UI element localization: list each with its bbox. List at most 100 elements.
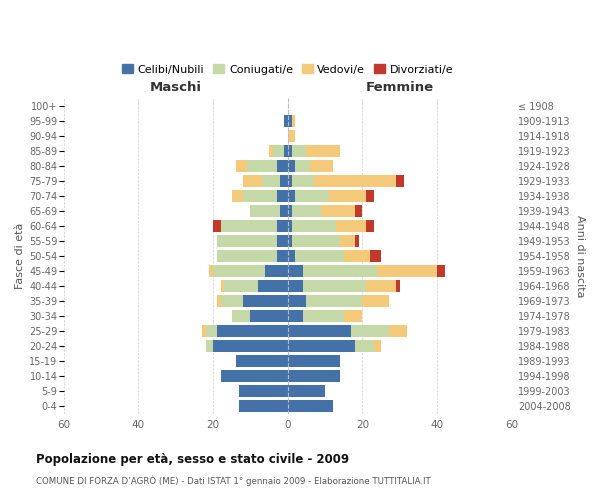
Bar	[292, 175, 314, 187]
Bar	[206, 340, 213, 352]
Bar	[355, 205, 362, 217]
Bar	[232, 190, 243, 202]
Text: Maschi: Maschi	[150, 81, 202, 94]
Bar	[307, 145, 340, 157]
Bar	[288, 356, 340, 367]
Bar	[288, 130, 295, 142]
Bar	[213, 265, 265, 277]
Bar	[366, 280, 396, 292]
Bar	[284, 115, 288, 126]
Bar	[337, 220, 366, 232]
Legend: Celibi/Nubili, Coniugati/e, Vedovi/e, Divorziati/e: Celibi/Nubili, Coniugati/e, Vedovi/e, Di…	[118, 60, 458, 79]
Bar	[221, 220, 277, 232]
Bar	[288, 265, 303, 277]
Bar	[232, 310, 250, 322]
Y-axis label: Anni di nascita: Anni di nascita	[575, 215, 585, 298]
Bar	[303, 265, 377, 277]
Bar	[273, 145, 284, 157]
Bar	[209, 265, 213, 277]
Bar	[280, 175, 288, 187]
Bar	[292, 205, 322, 217]
Bar	[221, 370, 288, 382]
Bar	[370, 250, 381, 262]
Bar	[303, 310, 344, 322]
Bar	[389, 326, 407, 337]
Bar	[377, 265, 437, 277]
Bar	[288, 400, 332, 412]
Bar	[250, 310, 288, 322]
Bar	[288, 115, 292, 126]
Bar	[262, 175, 280, 187]
Bar	[295, 250, 344, 262]
Bar	[437, 265, 445, 277]
Bar	[243, 295, 288, 307]
Bar	[288, 310, 303, 322]
Bar	[362, 295, 389, 307]
Bar	[288, 235, 292, 247]
Bar	[239, 386, 288, 397]
Bar	[243, 190, 277, 202]
Bar	[288, 145, 292, 157]
Bar	[217, 295, 221, 307]
Text: Femmine: Femmine	[366, 81, 434, 94]
Bar	[280, 205, 288, 217]
Bar	[292, 220, 337, 232]
Bar	[351, 326, 389, 337]
Bar	[288, 295, 307, 307]
Bar	[310, 160, 332, 172]
Bar	[247, 160, 277, 172]
Bar	[265, 265, 288, 277]
Bar	[307, 295, 362, 307]
Bar	[288, 220, 292, 232]
Bar	[366, 190, 374, 202]
Bar	[288, 190, 295, 202]
Bar	[243, 175, 262, 187]
Bar	[374, 340, 381, 352]
Bar	[288, 340, 355, 352]
Bar	[239, 400, 288, 412]
Bar	[396, 175, 404, 187]
Bar	[314, 175, 396, 187]
Bar	[288, 280, 303, 292]
Bar	[277, 160, 288, 172]
Bar	[217, 326, 288, 337]
Bar	[206, 326, 217, 337]
Bar	[236, 160, 247, 172]
Bar	[340, 235, 355, 247]
Y-axis label: Fasce di età: Fasce di età	[15, 223, 25, 289]
Bar	[292, 145, 307, 157]
Bar	[344, 250, 370, 262]
Bar	[344, 310, 362, 322]
Bar	[213, 340, 288, 352]
Bar	[366, 220, 374, 232]
Bar	[292, 235, 340, 247]
Bar	[292, 115, 295, 126]
Bar	[303, 280, 366, 292]
Bar	[277, 250, 288, 262]
Bar	[277, 190, 288, 202]
Bar	[288, 386, 325, 397]
Bar	[277, 235, 288, 247]
Bar	[277, 220, 288, 232]
Bar	[202, 326, 206, 337]
Bar	[236, 356, 288, 367]
Bar	[213, 220, 221, 232]
Bar	[269, 145, 273, 157]
Bar	[258, 280, 288, 292]
Bar	[217, 250, 277, 262]
Text: COMUNE DI FORZA D’AGRÒ (ME) - Dati ISTAT 1° gennaio 2009 - Elaborazione TUTTITAL: COMUNE DI FORZA D’AGRÒ (ME) - Dati ISTAT…	[36, 476, 431, 486]
Text: Popolazione per età, sesso e stato civile - 2009: Popolazione per età, sesso e stato civil…	[36, 452, 349, 466]
Bar	[288, 370, 340, 382]
Bar	[288, 160, 295, 172]
Bar	[295, 160, 310, 172]
Bar	[221, 280, 224, 292]
Bar	[329, 190, 366, 202]
Bar	[217, 235, 277, 247]
Bar	[221, 295, 243, 307]
Bar	[224, 280, 258, 292]
Bar	[322, 205, 355, 217]
Bar	[288, 205, 292, 217]
Bar	[295, 190, 329, 202]
Bar	[288, 175, 292, 187]
Bar	[355, 235, 359, 247]
